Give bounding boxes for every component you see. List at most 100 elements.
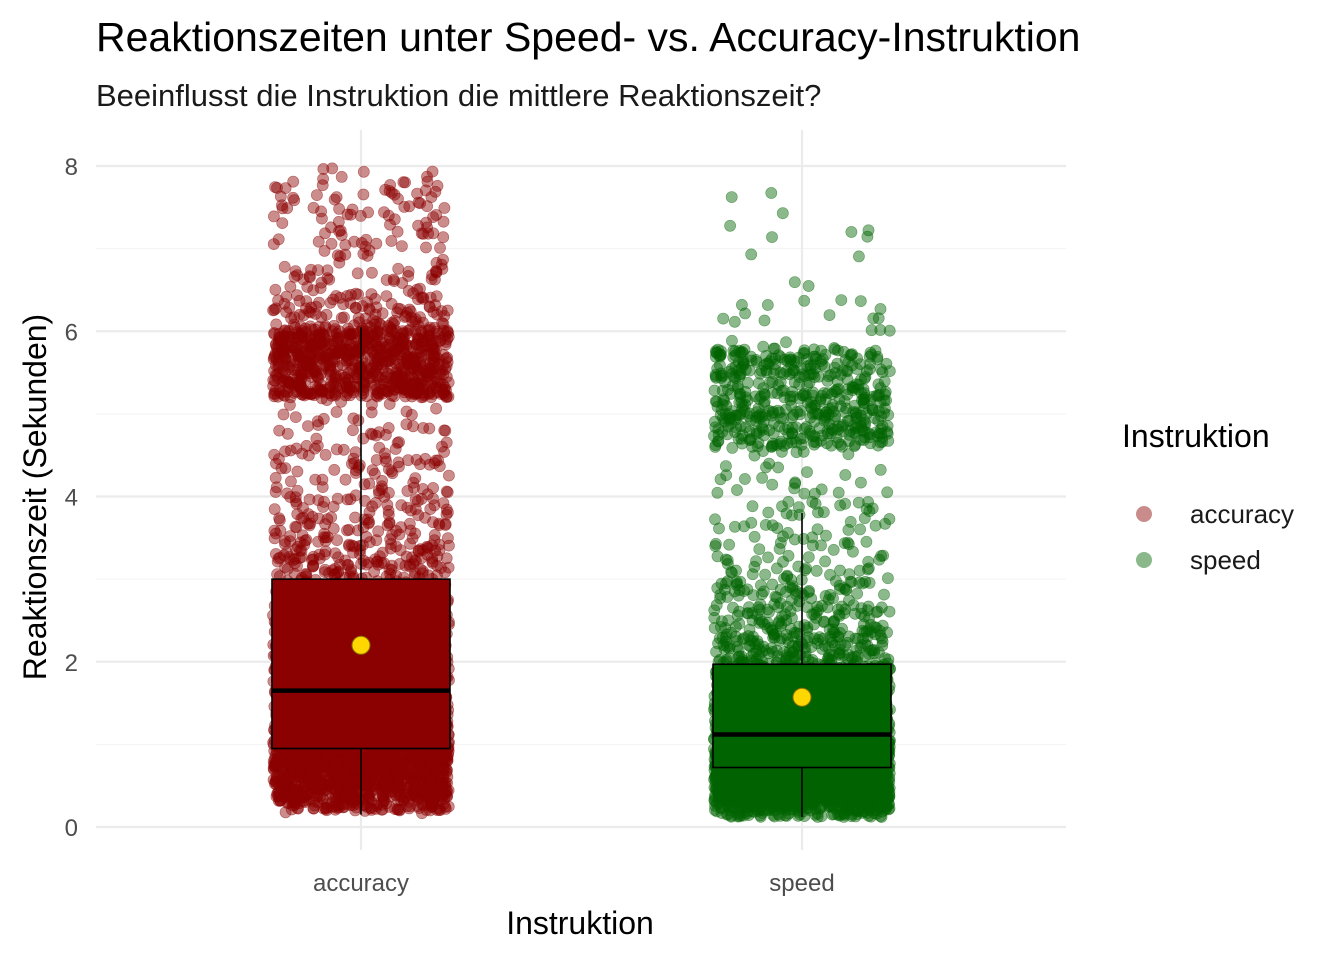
data-point-accuracy — [332, 551, 345, 564]
data-point-accuracy — [271, 181, 283, 194]
data-point-accuracy — [320, 308, 333, 321]
data-point-accuracy — [335, 170, 348, 183]
data-point-accuracy — [317, 501, 329, 513]
data-point-accuracy — [318, 495, 330, 508]
data-point-accuracy — [289, 265, 302, 277]
data-point-accuracy — [341, 782, 354, 795]
chart-title: Reaktionszeiten unter Speed- vs. Accurac… — [96, 14, 1081, 60]
data-point-speed — [745, 516, 758, 529]
data-point-accuracy — [317, 172, 329, 185]
data-point-accuracy — [312, 782, 325, 795]
data-point-accuracy — [391, 777, 404, 790]
data-point-accuracy — [347, 750, 360, 762]
data-point-accuracy — [419, 365, 431, 377]
data-point-accuracy — [291, 465, 304, 478]
data-point-speed — [711, 486, 724, 499]
data-point-accuracy — [369, 292, 381, 305]
data-point-accuracy — [289, 520, 302, 533]
data-point-accuracy — [373, 441, 386, 454]
data-point-accuracy — [302, 420, 314, 432]
data-point-accuracy — [389, 357, 402, 370]
data-point-speed — [726, 334, 738, 347]
data-point-accuracy — [409, 313, 422, 326]
data-point-speed — [860, 535, 873, 548]
data-point-speed — [739, 473, 751, 485]
data-point-accuracy — [433, 752, 446, 764]
data-point-accuracy — [277, 408, 290, 421]
data-point-accuracy — [336, 347, 349, 359]
data-point-accuracy — [349, 511, 361, 524]
data-point-accuracy — [281, 487, 293, 500]
data-point-accuracy — [393, 558, 406, 570]
data-point-accuracy — [389, 443, 402, 455]
data-point-accuracy — [316, 473, 329, 486]
data-point-accuracy — [377, 374, 390, 387]
data-point-accuracy — [440, 485, 453, 498]
data-point-accuracy — [421, 542, 434, 555]
data-point-accuracy — [426, 165, 439, 178]
data-point-accuracy — [268, 503, 281, 516]
data-point-accuracy — [354, 209, 367, 222]
data-point-accuracy — [404, 524, 417, 537]
data-point-accuracy — [312, 494, 325, 507]
data-point-accuracy — [351, 267, 364, 280]
data-point-accuracy — [340, 771, 353, 784]
data-point-accuracy — [419, 511, 431, 524]
data-point-accuracy — [407, 476, 420, 489]
data-point-accuracy — [284, 535, 296, 548]
data-point-accuracy — [272, 233, 285, 246]
data-point-accuracy — [384, 179, 396, 191]
data-point-accuracy — [272, 294, 284, 307]
data-point-accuracy — [428, 273, 441, 286]
data-point-accuracy — [434, 334, 446, 347]
data-point-accuracy — [267, 374, 280, 386]
data-point-accuracy — [327, 500, 340, 513]
data-point-accuracy — [429, 454, 442, 467]
data-point-accuracy — [420, 241, 432, 254]
data-point-accuracy — [268, 532, 281, 545]
data-point-accuracy — [276, 755, 289, 768]
data-point-accuracy — [341, 559, 354, 571]
data-point-accuracy — [295, 544, 308, 557]
data-point-accuracy — [276, 202, 289, 215]
data-point-speed — [838, 537, 851, 550]
data-point-accuracy — [346, 424, 359, 437]
data-point-accuracy — [284, 280, 297, 293]
data-point-accuracy — [428, 529, 441, 541]
data-point-accuracy — [355, 237, 368, 249]
data-point-accuracy — [433, 779, 446, 792]
data-point-accuracy — [382, 505, 395, 517]
data-point-accuracy — [396, 370, 408, 383]
data-point-accuracy — [315, 212, 328, 225]
data-point-accuracy — [391, 306, 404, 319]
data-point-accuracy — [442, 469, 455, 482]
data-point-accuracy — [309, 323, 321, 336]
data-point-accuracy — [431, 179, 444, 192]
data-point-accuracy — [347, 412, 360, 425]
data-point-accuracy — [401, 485, 414, 497]
data-point-accuracy — [348, 793, 361, 806]
data-point-accuracy — [341, 290, 353, 302]
data-point-accuracy — [291, 508, 304, 520]
data-point-accuracy — [319, 448, 332, 461]
data-point-accuracy — [269, 384, 282, 397]
data-point-accuracy — [357, 377, 370, 390]
data-point-accuracy — [305, 387, 318, 400]
data-point-accuracy — [436, 440, 448, 453]
data-point-accuracy — [308, 772, 321, 784]
data-point-accuracy — [353, 359, 366, 372]
data-point-accuracy — [296, 447, 309, 460]
data-point-accuracy — [288, 194, 301, 207]
data-point-accuracy — [312, 235, 325, 248]
data-point-accuracy — [399, 176, 411, 189]
data-point-accuracy — [324, 296, 337, 309]
data-point-accuracy — [381, 498, 394, 511]
data-point-accuracy — [269, 283, 282, 296]
data-point-accuracy — [362, 756, 374, 769]
data-point-accuracy — [379, 452, 392, 465]
data-point-accuracy — [283, 551, 296, 563]
data-point-accuracy — [400, 405, 413, 418]
data-point-accuracy — [414, 458, 426, 471]
